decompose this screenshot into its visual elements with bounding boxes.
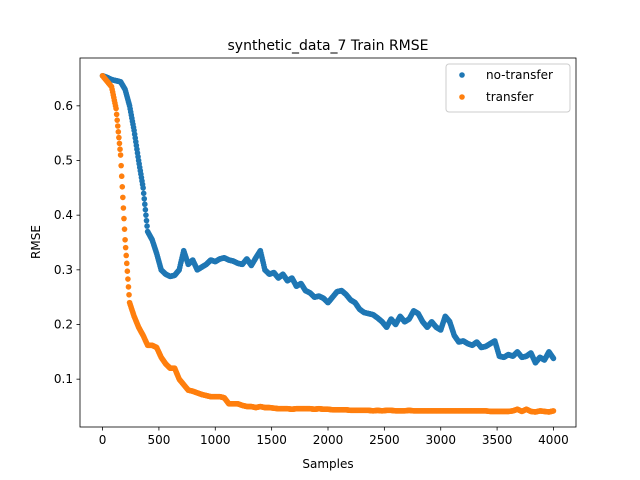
data-point-fill <box>121 226 128 232</box>
legend-marker-no-transfer <box>459 72 465 78</box>
data-point <box>122 236 128 243</box>
legend-marker-transfer <box>459 94 465 100</box>
x-axis: 0 500 1000 1500 2000 2500 3000 3500 4000 <box>99 427 569 447</box>
data-point-fill <box>126 291 132 298</box>
data-point-fill <box>143 217 150 224</box>
data-point-fill <box>118 173 125 180</box>
x-tick-label: 4000 <box>538 433 569 447</box>
data-point-fill <box>119 184 126 190</box>
legend: no-transfer transfer <box>445 63 571 113</box>
data-point-fill <box>125 284 132 290</box>
data-point-fill <box>118 162 124 169</box>
data-point-fill <box>124 268 131 275</box>
data-point <box>113 105 119 112</box>
y-tick-label: 0.1 <box>54 372 73 386</box>
legend-label-no-transfer: no-transfer <box>486 68 553 82</box>
data-point-fill <box>123 260 130 267</box>
data-point <box>117 152 124 158</box>
data-point-fill <box>113 111 120 118</box>
data-point-fill <box>143 212 149 218</box>
data-point-fill <box>142 201 148 208</box>
plot-area <box>80 58 576 427</box>
x-tick-label: 1500 <box>256 433 287 447</box>
y-axis: 0.1 0.2 0.3 0.4 0.5 0.6 <box>54 99 80 386</box>
chart-title: synthetic_data_7 Train RMSE <box>228 38 429 54</box>
x-axis-label: Samples <box>302 457 353 471</box>
y-tick-label: 0.2 <box>54 318 73 332</box>
data-point-fill <box>125 276 131 282</box>
series-no-transfer <box>99 72 557 366</box>
data-point <box>140 185 146 191</box>
data-points <box>99 72 557 415</box>
data-point <box>550 355 557 362</box>
data-point <box>550 408 557 414</box>
data-point-fill <box>123 252 130 259</box>
legend-label-transfer: transfer <box>486 90 533 104</box>
y-tick-label: 0.5 <box>54 154 73 168</box>
data-point-fill <box>141 195 148 202</box>
axes-frame <box>79 57 577 428</box>
data-point-fill <box>115 129 122 135</box>
data-point-fill <box>142 206 149 213</box>
data-point-fill <box>116 134 122 141</box>
data-point-fill <box>114 123 121 129</box>
x-tick-label: 3000 <box>425 433 456 447</box>
data-point-fill <box>116 140 123 147</box>
y-tick-label: 0.3 <box>54 263 73 277</box>
data-point-fill <box>122 244 129 251</box>
y-tick-label: 0.4 <box>54 208 73 222</box>
x-tick-label: 2000 <box>313 433 344 447</box>
data-point-fill <box>120 194 126 201</box>
data-point-fill <box>120 205 127 211</box>
data-point-fill <box>144 223 150 229</box>
data-point-fill <box>140 190 147 197</box>
series-transfer <box>99 72 557 415</box>
x-tick-label: 500 <box>147 433 170 447</box>
y-axis-label: RMSE <box>29 225 43 259</box>
x-tick-label: 3500 <box>482 433 513 447</box>
data-point-fill <box>121 215 127 222</box>
data-point-fill <box>117 146 123 153</box>
y-tick-label: 0.6 <box>54 99 73 113</box>
data-point-fill <box>114 117 120 123</box>
x-tick-label: 0 <box>99 433 107 447</box>
x-tick-label: 1000 <box>200 433 231 447</box>
legend-box <box>445 63 571 113</box>
x-tick-label: 2500 <box>369 433 400 447</box>
